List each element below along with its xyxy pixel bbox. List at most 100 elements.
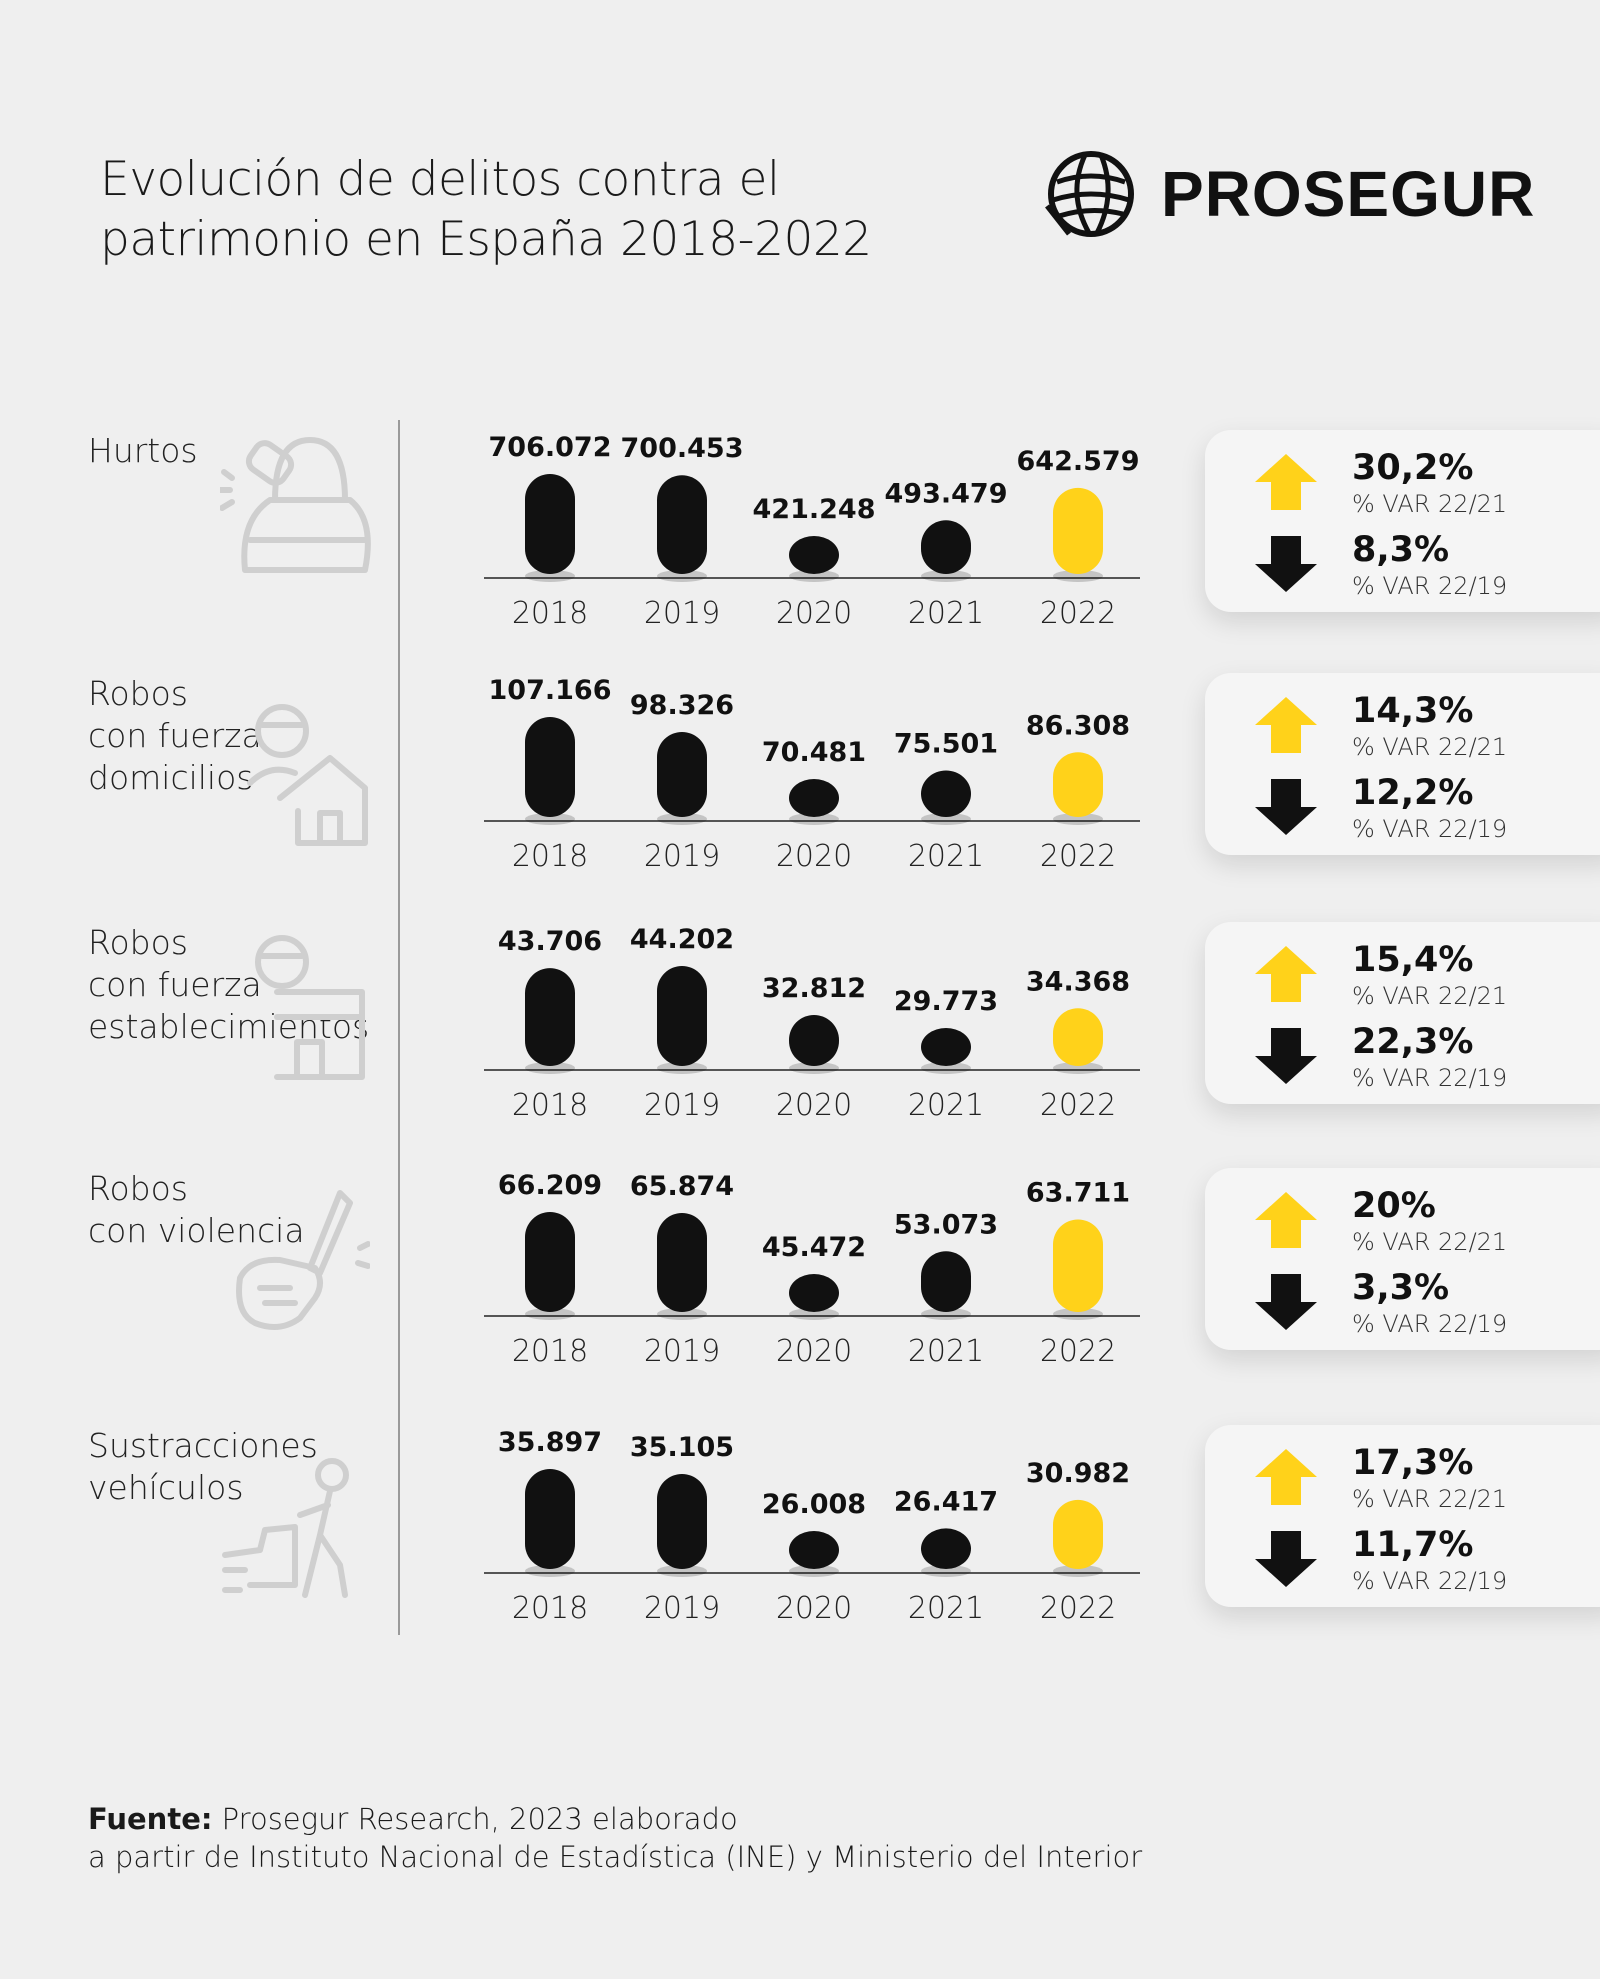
- year-tick-label: 2019: [644, 596, 720, 631]
- arrow-up-icon: [1255, 946, 1317, 1002]
- bar: [789, 1014, 839, 1066]
- data-label: 44.202: [630, 924, 734, 955]
- burglar-house-icon: [247, 704, 368, 846]
- data-label: 98.326: [630, 690, 734, 721]
- bar-shadow: [789, 1565, 839, 1577]
- data-label: 66.209: [498, 1170, 602, 1201]
- bar: [525, 1469, 575, 1569]
- car-thief-icon: [222, 1458, 349, 1598]
- variation-down-label: % VAR 22/19: [1352, 815, 1508, 843]
- section-sustracciones-vehiculos: Sustracciones vehículos 35.897 2018 35.105…: [0, 1425, 1600, 1665]
- bar: [525, 968, 575, 1066]
- year-tick-label: 2020: [776, 596, 852, 631]
- brand-logo: PROSEGUR: [1045, 148, 1535, 240]
- bar-shadow: [657, 1062, 707, 1074]
- year-tick-label: 2022: [1040, 1334, 1116, 1369]
- variation-up-label: % VAR 22/21: [1352, 1485, 1508, 1513]
- variation-up-row: 15,4% % VAR 22/21: [1255, 940, 1600, 1020]
- bag-snatch-icon: [220, 437, 371, 573]
- variation-down-value: 12,2%: [1352, 773, 1474, 813]
- source-text-1: Prosegur Research, 2023 elaborado: [212, 1802, 738, 1836]
- bar: [525, 474, 575, 574]
- bar-shadow: [657, 570, 707, 582]
- category-label: Robos con fuerza domicilios: [88, 673, 262, 799]
- source-label: Fuente:: [88, 1802, 213, 1836]
- section-hurtos: Hurtos 706.072 2018 700.453 2019 421.248 2020…: [0, 430, 1600, 670]
- variation-up-row: 30,2% % VAR 22/21: [1255, 448, 1600, 528]
- burglar-shop-icon: [255, 935, 365, 1080]
- data-label: 65.874: [630, 1171, 734, 1202]
- variation-up-value: 15,4%: [1352, 940, 1474, 980]
- section-robos-establecimientos: Robos con fuerza establecimientos 43.706…: [0, 922, 1600, 1162]
- category-label-line: Robos: [88, 923, 188, 962]
- brand-name: PROSEGUR: [1161, 158, 1536, 230]
- bar-shadow: [525, 1565, 575, 1577]
- bar-shadow: [657, 813, 707, 825]
- data-label: 26.417: [894, 1486, 998, 1517]
- bar-shadow: [657, 1308, 707, 1320]
- data-label: 421.248: [753, 494, 876, 525]
- data-label: 35.105: [630, 1432, 734, 1463]
- chart-robos-violencia: 66.209 2018 65.874 2019 45.472 2020 53.073 2021…: [484, 1170, 1140, 1369]
- bar-highlight: [1053, 1499, 1103, 1569]
- year-tick-label: 2020: [776, 1334, 852, 1369]
- data-label: 70.481: [762, 737, 866, 768]
- category-label-line: Robos: [88, 674, 188, 713]
- data-label: 642.579: [1017, 446, 1140, 477]
- category-label: Sustracciones vehículos: [88, 1425, 318, 1509]
- year-tick-label: 2020: [776, 839, 852, 874]
- bar-shadow: [525, 813, 575, 825]
- year-tick-label: 2021: [908, 1591, 984, 1626]
- bar: [921, 520, 971, 574]
- variation-up-label: % VAR 22/21: [1352, 733, 1508, 761]
- variation-down-label: % VAR 22/19: [1352, 1310, 1508, 1338]
- year-tick-label: 2022: [1040, 1591, 1116, 1626]
- variation-up-label: % VAR 22/21: [1352, 490, 1508, 518]
- data-label: 45.472: [762, 1232, 866, 1263]
- variation-up-value: 30,2%: [1352, 448, 1474, 488]
- source-text-2: a partir de Instituto Nacional de Estadí…: [88, 1840, 1143, 1874]
- bar-highlight: [1053, 1008, 1103, 1066]
- bar-shadow: [525, 570, 575, 582]
- bar-highlight: [1053, 752, 1103, 817]
- year-tick-label: 2019: [644, 1334, 720, 1369]
- category-label-line: Hurtos: [88, 431, 198, 470]
- variation-down-row: 12,2% % VAR 22/19: [1255, 773, 1600, 853]
- data-label: 86.308: [1026, 710, 1130, 741]
- bar-highlight: [1053, 487, 1103, 574]
- variation-up-label: % VAR 22/21: [1352, 1228, 1508, 1256]
- variation-card: 17,3% % VAR 22/21 11,7% % VAR 22/19: [1205, 1425, 1600, 1607]
- bar-shadow: [1053, 1062, 1103, 1074]
- year-tick-label: 2018: [512, 596, 588, 631]
- bar: [657, 475, 707, 574]
- bar: [525, 1212, 575, 1312]
- variation-card: 20% % VAR 22/21 3,3% % VAR 22/19: [1205, 1168, 1600, 1350]
- page-title: Evolución de delitos contra el patrimoni…: [100, 150, 872, 270]
- variation-card: 15,4% % VAR 22/21 22,3% % VAR 22/19: [1205, 922, 1600, 1104]
- bar-shadow: [789, 570, 839, 582]
- vertical-divider: [398, 420, 400, 1635]
- variation-card: 30,2% % VAR 22/21 8,3% % VAR 22/19: [1205, 430, 1600, 612]
- category-label: Robos con violencia: [88, 1168, 305, 1252]
- variation-down-label: % VAR 22/19: [1352, 572, 1508, 600]
- bar: [789, 1274, 839, 1312]
- year-tick-label: 2019: [644, 1591, 720, 1626]
- category-label-line: con violencia: [88, 1211, 305, 1250]
- variation-down-row: 8,3% % VAR 22/19: [1255, 530, 1600, 610]
- arrow-down-icon: [1255, 1274, 1317, 1330]
- variation-down-row: 3,3% % VAR 22/19: [1255, 1268, 1600, 1348]
- category-label-line: domicilios: [88, 758, 254, 797]
- variation-down-label: % VAR 22/19: [1352, 1567, 1508, 1595]
- bar-shadow: [921, 813, 971, 825]
- bar: [525, 717, 575, 817]
- variation-up-row: 20% % VAR 22/21: [1255, 1186, 1600, 1266]
- variation-up-row: 17,3% % VAR 22/21: [1255, 1443, 1600, 1523]
- bar-shadow: [1053, 1565, 1103, 1577]
- chart-hurtos: 706.072 2018 700.453 2019 421.248 2020 493.479…: [484, 432, 1140, 631]
- bar: [921, 1528, 971, 1569]
- chart-robos-domicilios: 107.166 2018 98.326 2019 70.481 2020 75.501 202…: [484, 675, 1140, 874]
- bar: [921, 770, 971, 817]
- variation-up-value: 17,3%: [1352, 1443, 1474, 1483]
- bar-shadow: [1053, 1308, 1103, 1320]
- bar-shadow: [921, 1565, 971, 1577]
